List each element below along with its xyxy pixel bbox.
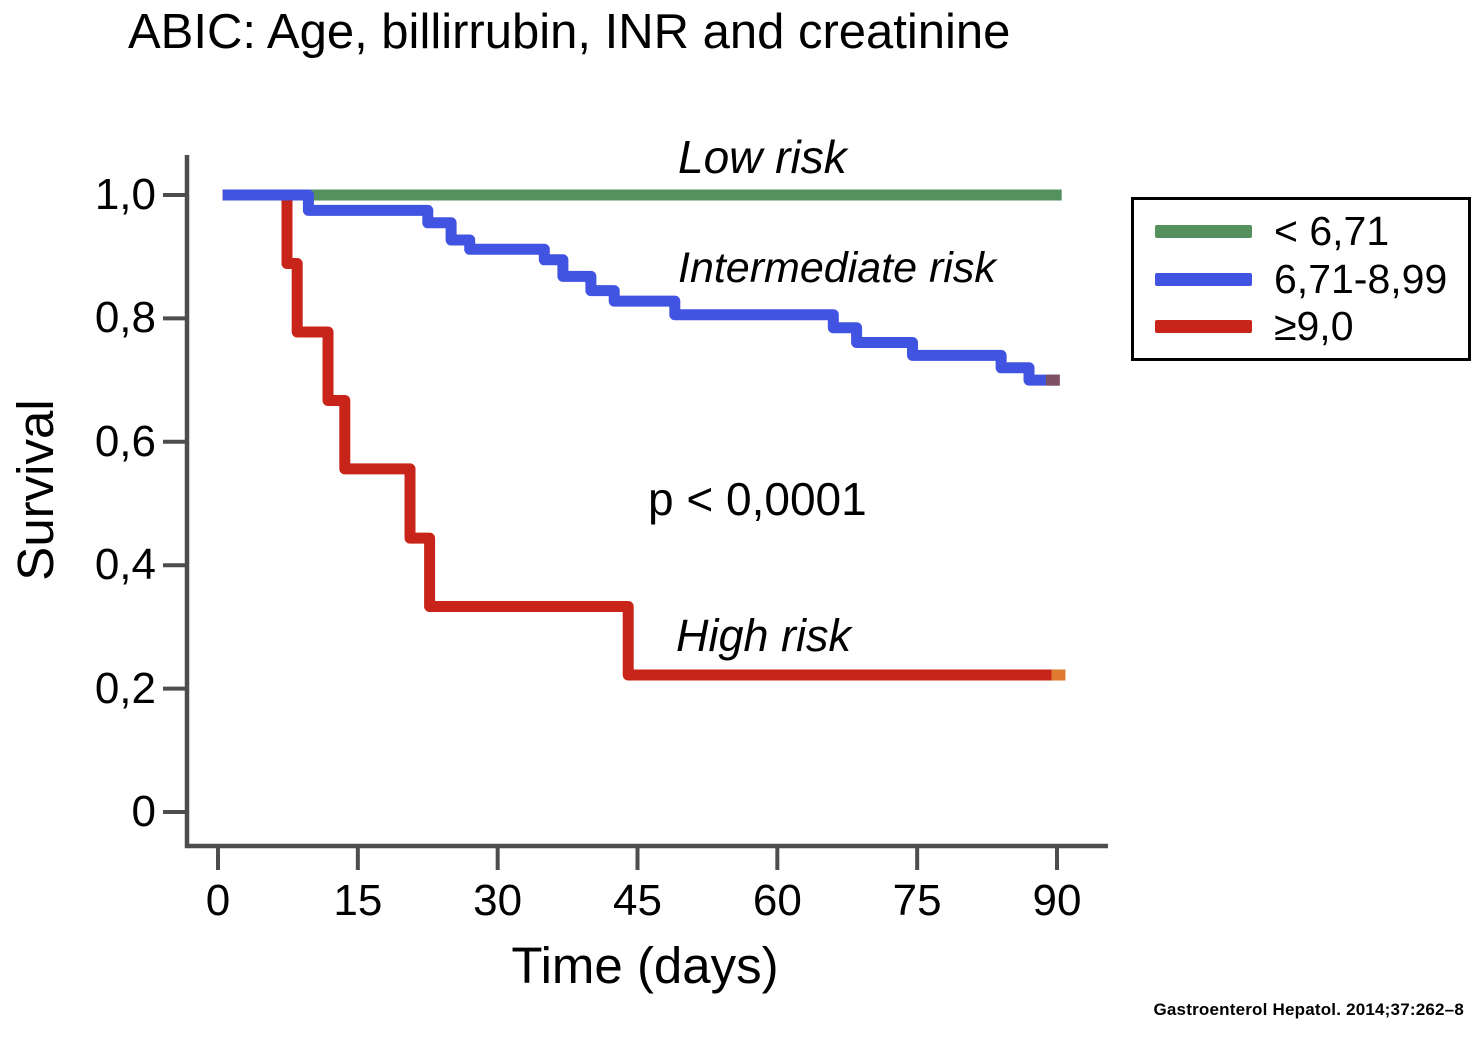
x-tick-label: 30 [473,876,523,925]
axes-line [184,155,1108,849]
curve-label-intermediate-risk: Intermediate risk [678,244,996,292]
x-tick-label: 0 [205,876,231,925]
legend-label-high-risk: ≥9,0 [1274,302,1354,349]
y-tick-label: 0,8 [94,293,156,343]
legend-label-low-risk: < 6,71 [1274,208,1390,255]
legend-item-high-risk: ≥9,0 [1134,302,1468,349]
citation: Gastroenterol Hepatol. 2014;37:262–8 [1153,1000,1464,1019]
survival-curve-high-risk [222,189,1065,681]
y-tick-label: 0 [131,787,156,836]
curve-label-high-risk: High risk [676,610,852,661]
x-tick-label: 75 [892,876,942,925]
chart-title: ABIC: Age, billirrubin, INR and creatini… [128,5,1011,59]
curve-label-low-risk: Low risk [678,131,847,183]
x-tick-label: 45 [613,876,662,925]
legend-swatch-high-risk [1155,319,1252,333]
legend: < 6,71 6,71-8,99 ≥9,0 [1131,197,1471,361]
x-axis-label: Time (days) [511,937,779,994]
legend-item-low-risk: < 6,71 [1134,211,1468,252]
legend-swatch-intermediate-risk [1155,272,1252,286]
y-tick-label: 0,6 [94,416,156,466]
legend-swatch-low-risk [1155,225,1252,239]
y-tick-label: 0,2 [94,663,156,713]
y-tick-label: 0,4 [94,540,156,590]
x-tick-label: 60 [752,876,802,925]
legend-label-intermediate-risk: 6,71-8,99 [1274,255,1448,302]
p-value-annotation: p < 0,0001 [648,473,867,525]
legend-item-intermediate-risk: 6,71-8,99 [1134,255,1468,302]
x-tick-label: 15 [333,876,383,925]
x-tick-label: 90 [1032,876,1082,925]
survival-curve-intermediate-risk [222,189,1059,386]
y-tick-label: 1,0 [94,170,156,219]
